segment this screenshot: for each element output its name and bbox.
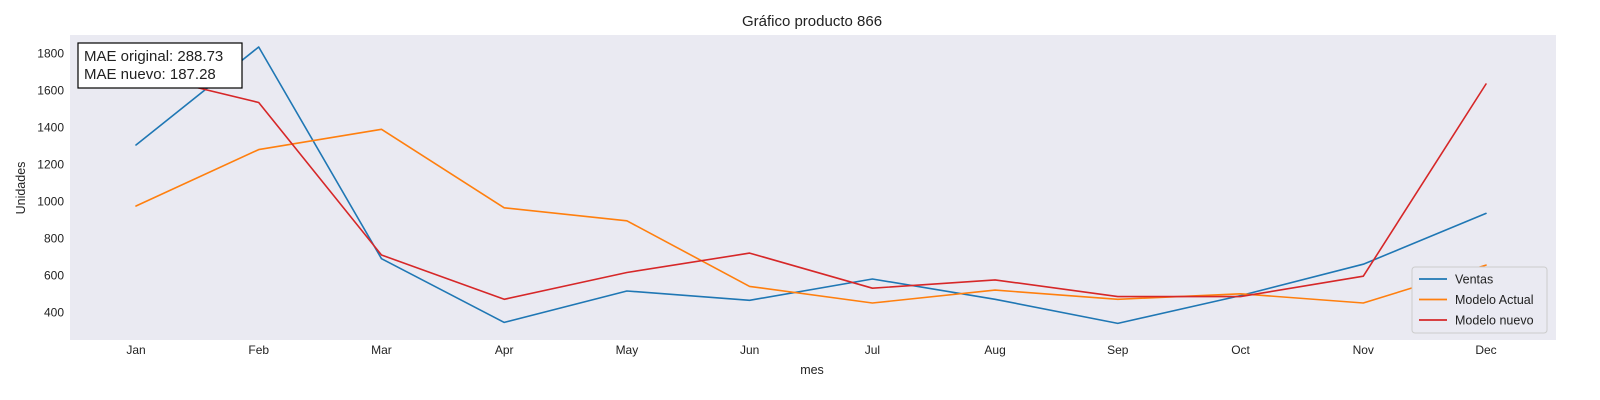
y-tick-label: 600 [44, 268, 64, 282]
y-tick-label: 1000 [37, 194, 64, 208]
x-tick-label: Oct [1231, 343, 1250, 357]
legend-label-modelo-nuevo: Modelo nuevo [1455, 314, 1534, 328]
x-tick-label: Jul [865, 343, 880, 357]
series-lines [135, 46, 1487, 325]
x-tick-label: Jun [740, 343, 759, 357]
x-tick-label: May [616, 343, 639, 357]
y-tick-label: 1800 [37, 46, 64, 60]
x-tick-label: Aug [984, 343, 1005, 357]
mae-annotation: MAE original: 288.73 MAE nuevo: 187.28 [77, 42, 243, 89]
x-axis-label: mes [800, 363, 824, 377]
y-tick-label: 800 [44, 231, 64, 245]
y-tick-label: 400 [44, 305, 64, 319]
mae-annotation-box [77, 42, 243, 89]
x-tick-label: Feb [248, 343, 269, 357]
mae-original-text: MAE original: 288.73 [84, 48, 223, 65]
series-line-modelo-actual [135, 128, 1487, 304]
x-tick-label: Dec [1475, 343, 1496, 357]
chart-title: Gráfico producto 866 [742, 13, 882, 30]
y-axis-label: Unidades [14, 162, 28, 215]
legend-box [1411, 266, 1548, 334]
x-tick-label: Nov [1353, 343, 1374, 357]
y-tick-label: 1600 [37, 83, 64, 97]
y-axis-ticks: 400 600 800 1000 1200 1400 1600 1800 [37, 46, 64, 319]
x-axis-ticks: Jan Feb Mar Apr May Jun Jul Aug Sep Oct Nov Dec [126, 343, 1496, 357]
x-tick-label: Jan [126, 343, 145, 357]
legend-label-ventas: Ventas [1455, 273, 1493, 287]
legend: Ventas Modelo Actual Modelo nuevo [1411, 266, 1548, 334]
x-tick-label: Mar [371, 343, 392, 357]
y-tick-label: 1200 [37, 157, 64, 171]
series-line-ventas [135, 46, 1487, 325]
y-tick-label: 1400 [37, 120, 64, 134]
x-tick-label: Apr [495, 343, 514, 357]
mae-new-text: MAE nuevo: 187.28 [84, 66, 216, 83]
x-tick-label: Sep [1107, 343, 1129, 357]
series-line-modelo-nuevo [135, 72, 1487, 301]
legend-label-modelo-actual: Modelo Actual [1455, 293, 1534, 307]
